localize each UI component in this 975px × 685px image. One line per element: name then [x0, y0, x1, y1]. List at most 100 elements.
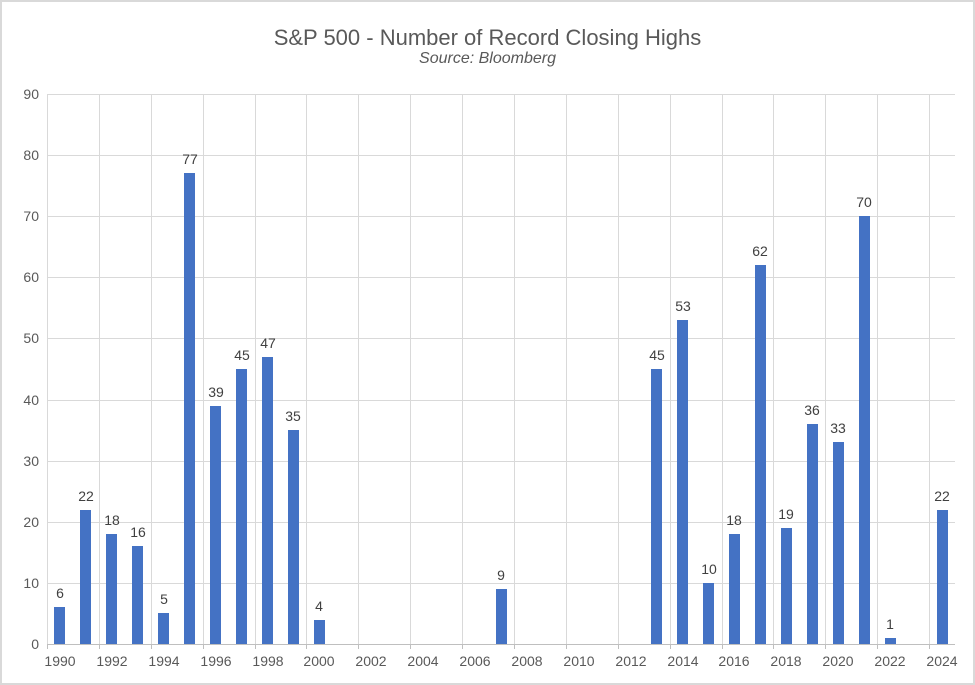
bar-value-label-2013: 45: [649, 347, 665, 363]
x-gridline: [410, 94, 411, 644]
x-axis-tick: [670, 644, 671, 649]
y-gridline: [47, 461, 955, 462]
x-axis-tick: [47, 644, 48, 649]
x-gridline: [722, 94, 723, 644]
y-axis-tick-label: 0: [31, 636, 39, 652]
bar-2024: [937, 510, 948, 644]
x-gridline: [47, 94, 48, 644]
bar-2018: [781, 528, 792, 644]
bar-value-label-1995: 77: [182, 151, 198, 167]
x-axis-tick-label: 2020: [822, 653, 854, 669]
bar-value-label-2021: 70: [856, 194, 872, 210]
x-gridline: [566, 94, 567, 644]
x-axis-tick: [358, 644, 359, 649]
bar-value-label-2024: 22: [934, 488, 950, 504]
bar-value-label-2019: 36: [804, 402, 820, 418]
bar-1995: [184, 173, 195, 644]
bar-value-label-1992: 18: [104, 512, 120, 528]
chart-title: S&P 500 - Number of Record Closing Highs: [273, 25, 702, 50]
x-axis-tick: [255, 644, 256, 649]
bar-2019: [807, 424, 818, 644]
bar-2000: [314, 620, 325, 644]
y-axis-tick-label: 60: [23, 269, 39, 285]
y-axis-tick-label: 20: [23, 514, 39, 530]
bar-value-label-2015: 10: [701, 561, 717, 577]
x-axis-tick: [825, 644, 826, 649]
bar-1996: [210, 406, 221, 644]
y-gridline: [47, 277, 955, 278]
y-gridline: [47, 583, 955, 584]
x-gridline: [151, 94, 152, 644]
bar-value-label-1994: 5: [160, 591, 168, 607]
bar-2014: [677, 320, 688, 644]
x-axis-tick-label: 2006: [459, 653, 491, 669]
bar-value-label-2018: 19: [778, 506, 794, 522]
bar-1998: [262, 357, 273, 644]
x-axis-tick-label: 2010: [563, 653, 595, 669]
x-gridline: [203, 94, 204, 644]
bar-value-label-2007: 9: [497, 567, 505, 583]
bar-2017: [755, 265, 766, 644]
bar-2021: [859, 216, 870, 644]
x-axis-tick-label: 2024: [926, 653, 958, 669]
y-gridline: [47, 400, 955, 401]
bar-value-label-2020: 33: [830, 420, 846, 436]
bar-value-label-2016: 18: [726, 512, 742, 528]
x-gridline: [306, 94, 307, 644]
x-axis-tick-label: 1996: [200, 653, 232, 669]
x-gridline: [514, 94, 515, 644]
y-axis-tick-label: 40: [23, 392, 39, 408]
y-axis-tick-label: 90: [23, 86, 39, 102]
x-axis-tick: [773, 644, 774, 649]
x-gridline: [825, 94, 826, 644]
bar-2013: [651, 369, 662, 644]
bar-value-label-1996: 39: [208, 384, 224, 400]
x-gridline: [773, 94, 774, 644]
bar-1999: [288, 430, 299, 644]
bar-value-label-2022: 1: [886, 616, 894, 632]
x-axis-tick-label: 2014: [667, 653, 699, 669]
bar-2015: [703, 583, 714, 644]
y-axis-tick-label: 30: [23, 453, 39, 469]
x-gridline: [670, 94, 671, 644]
x-axis-tick: [929, 644, 930, 649]
x-axis-tick: [306, 644, 307, 649]
x-gridline: [462, 94, 463, 644]
y-axis-tick-label: 50: [23, 330, 39, 346]
x-axis-tick-label: 2012: [615, 653, 647, 669]
x-axis-tick: [618, 644, 619, 649]
bar-value-label-2014: 53: [675, 298, 691, 314]
x-axis-tick-label: 1998: [252, 653, 284, 669]
bar-2016: [729, 534, 740, 644]
bar-1997: [236, 369, 247, 644]
x-gridline: [358, 94, 359, 644]
bar-value-label-1997: 45: [234, 347, 250, 363]
y-gridline: [47, 94, 955, 95]
x-axis-tick-label: 2022: [874, 653, 906, 669]
bar-value-label-1990: 6: [56, 585, 64, 601]
x-axis-tick: [410, 644, 411, 649]
x-axis-tick: [462, 644, 463, 649]
y-gridline: [47, 338, 955, 339]
y-gridline: [47, 155, 955, 156]
y-gridline: [47, 522, 955, 523]
x-axis-tick-label: 2000: [303, 653, 335, 669]
x-gridline: [929, 94, 930, 644]
x-axis-tick: [722, 644, 723, 649]
x-axis-tick-label: 2002: [355, 653, 387, 669]
x-axis-tick: [151, 644, 152, 649]
bar-value-label-2017: 62: [752, 243, 768, 259]
bar-2007: [496, 589, 507, 644]
bar-value-label-1998: 47: [260, 335, 276, 351]
x-gridline: [618, 94, 619, 644]
bar-value-label-1991: 22: [78, 488, 94, 504]
x-axis-tick: [99, 644, 100, 649]
x-axis-tick: [877, 644, 878, 649]
bar-value-label-2000: 4: [315, 598, 323, 614]
x-gridline: [877, 94, 878, 644]
x-axis-tick: [566, 644, 567, 649]
x-axis-tick-label: 2016: [718, 653, 750, 669]
x-axis-tick-label: 1992: [96, 653, 128, 669]
y-axis-tick-label: 70: [23, 208, 39, 224]
